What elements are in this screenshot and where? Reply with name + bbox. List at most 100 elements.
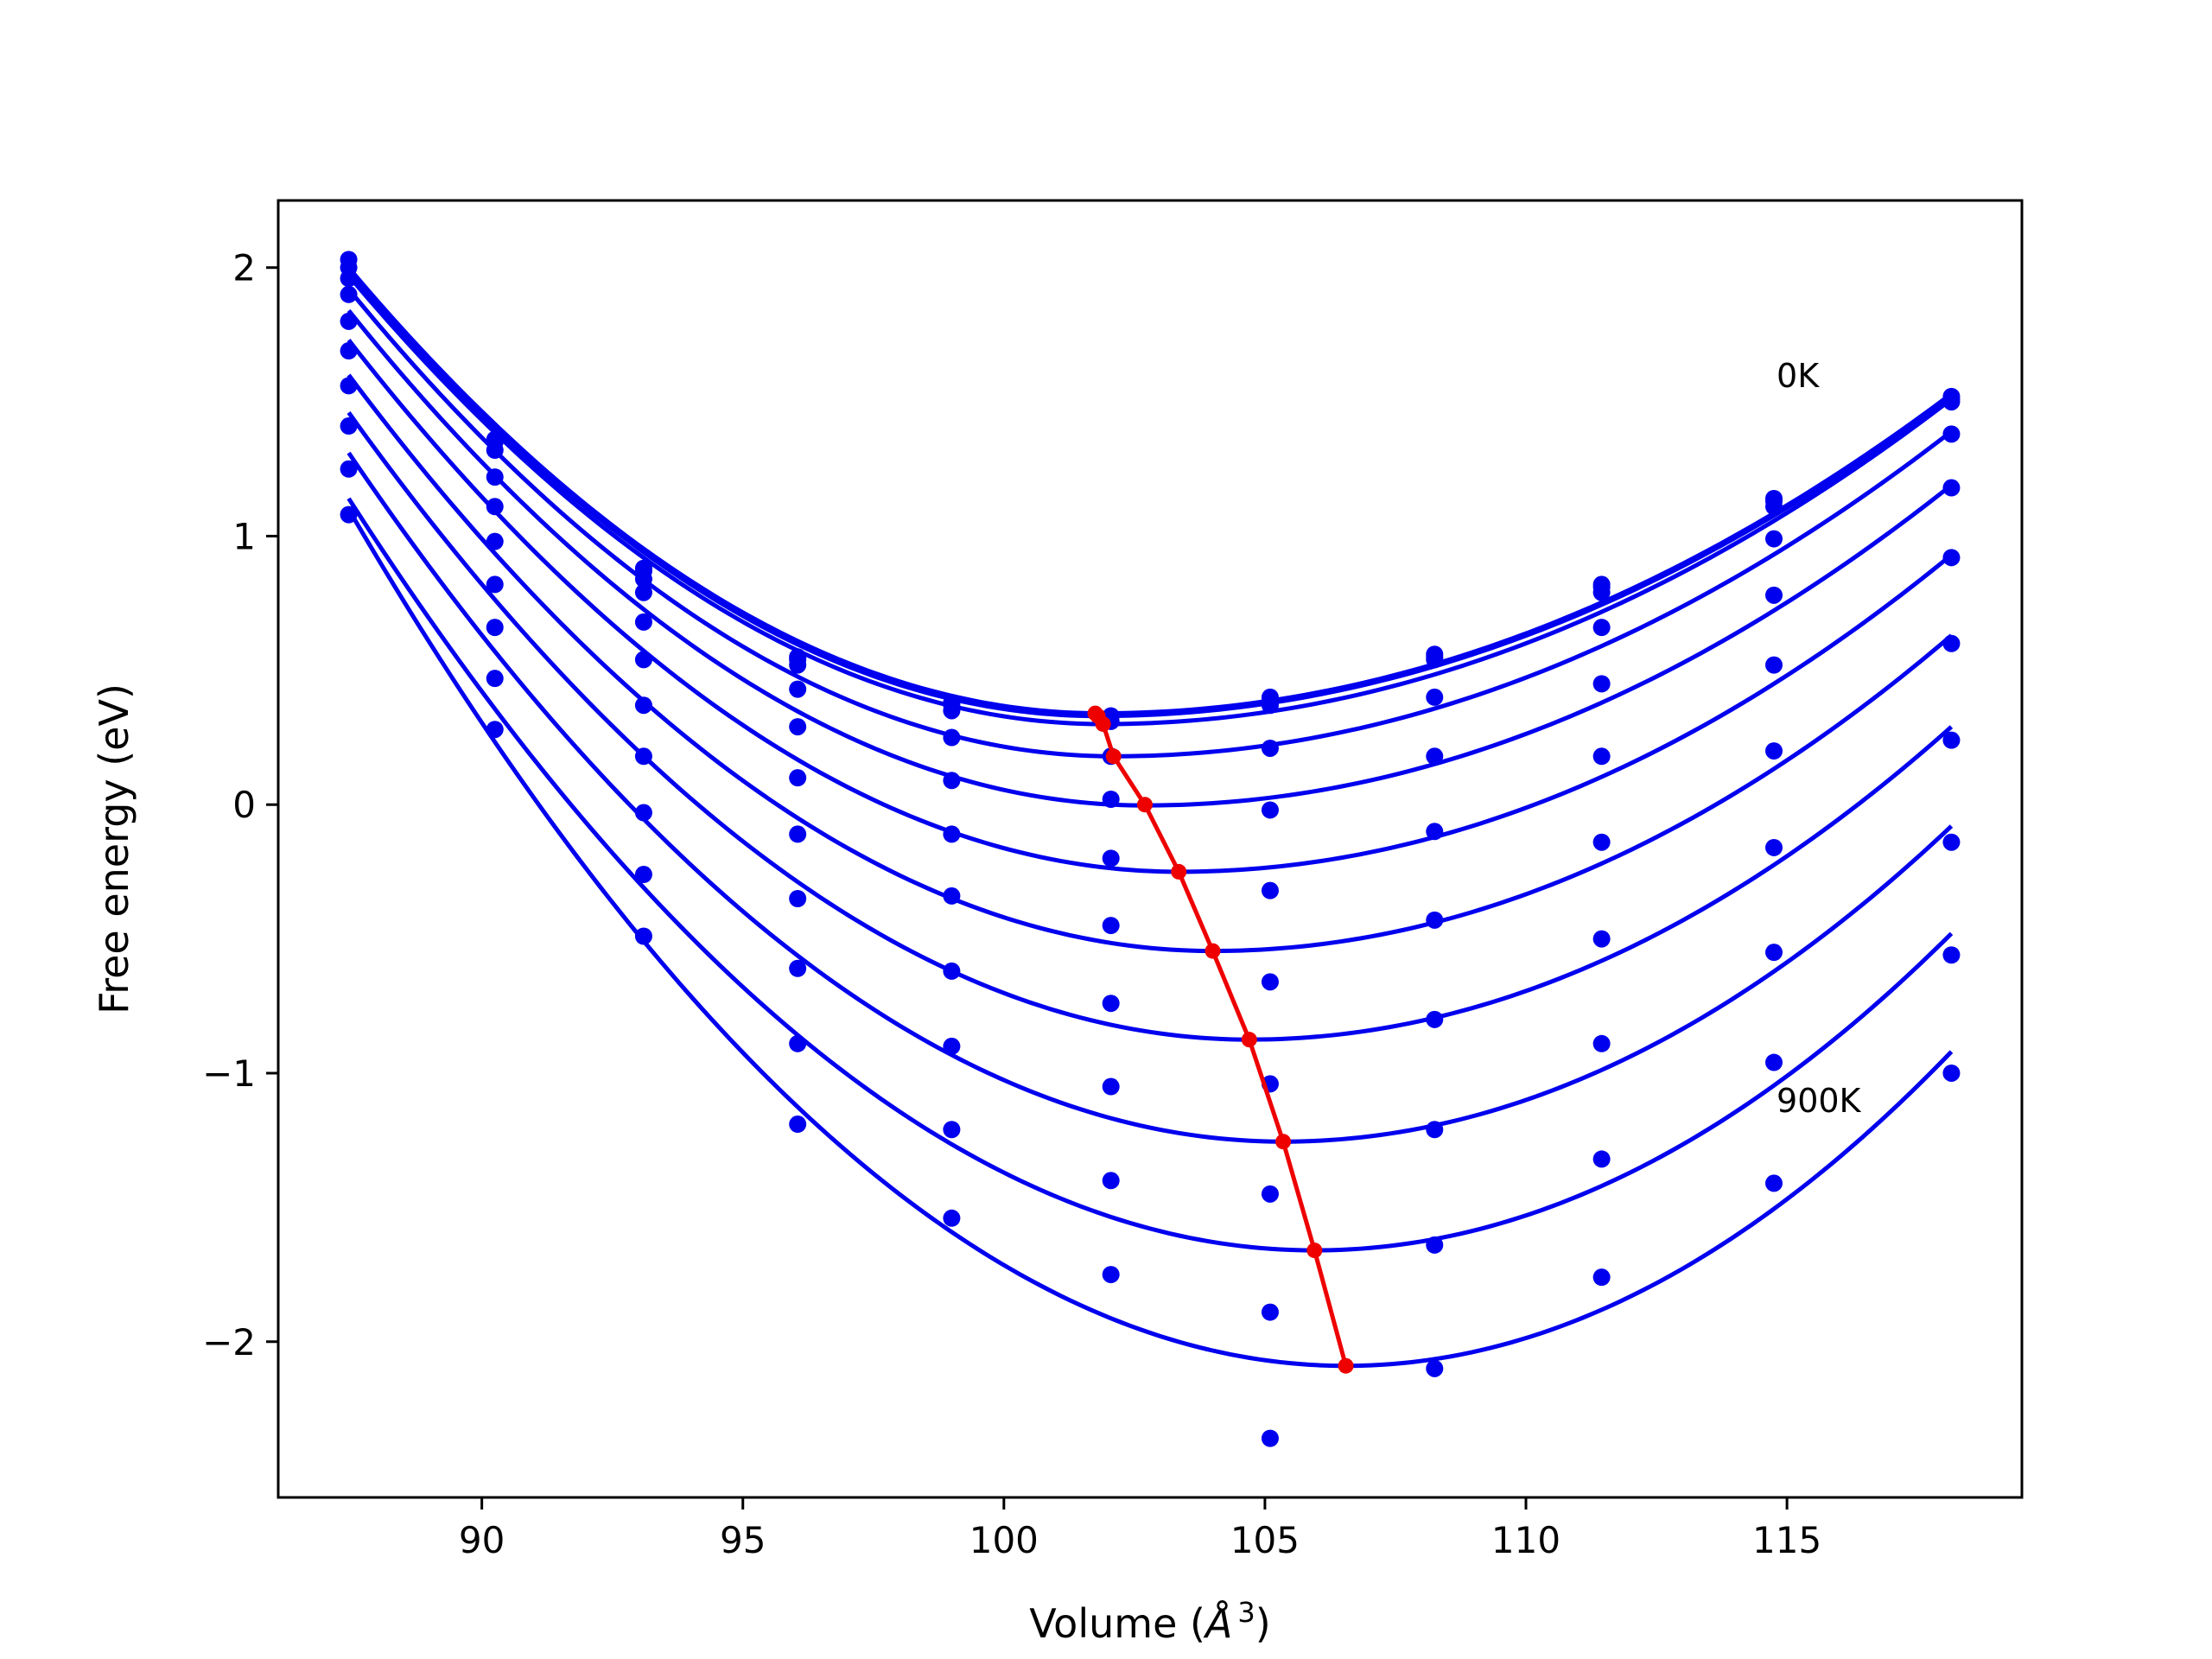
data-point-850k: [1592, 1150, 1611, 1168]
data-point-850k: [486, 721, 504, 739]
data-point-900k: [1261, 1429, 1279, 1447]
data-point-400k: [1102, 791, 1120, 809]
data-point-400k: [340, 312, 358, 330]
data-point-900k: [1765, 1174, 1783, 1192]
axes: 90 95 100 105 110 115 −2 −1 0 1 2: [202, 199, 2024, 1561]
data-point-300k: [1942, 425, 1961, 443]
data-point-850k: [943, 1121, 961, 1139]
annotations: 0K 900K: [1777, 357, 1862, 1120]
data-point-900k: [789, 1116, 807, 1134]
data-point-700k: [1592, 930, 1611, 948]
data-point-800k: [634, 804, 652, 822]
fit-curve-300k: [346, 287, 1953, 759]
data-point-850k: [1765, 1053, 1783, 1071]
data-point-700k: [789, 889, 807, 907]
data-point-600k: [1765, 742, 1783, 760]
y-tick-label: 2: [232, 247, 256, 289]
y-tick-label: −1: [202, 1052, 256, 1095]
x-axis-title-text: Volume (: [1029, 1600, 1205, 1647]
data-point-900k: [1426, 1359, 1444, 1377]
x-tick-label: 105: [1230, 1519, 1300, 1561]
data-point-600k: [1942, 634, 1961, 652]
data-point-400k: [1942, 479, 1961, 497]
equilibrium-point: [1095, 715, 1111, 732]
data-point-900k: [1592, 1268, 1611, 1287]
data-point-500k: [1261, 881, 1279, 899]
data-point-400k: [1261, 801, 1279, 819]
data-point-600k: [1592, 833, 1611, 851]
data-point-700k: [1102, 995, 1120, 1013]
equilibrium-point: [1241, 1032, 1257, 1048]
data-point-850k: [340, 505, 358, 524]
fit-curve-200k: [346, 274, 1953, 727]
equilibrium-point: [1136, 797, 1153, 813]
data-point-300k: [340, 285, 358, 303]
y-axis-title: Free energy (eV): [91, 683, 137, 1014]
data-point-400k: [943, 772, 961, 790]
data-point-500k: [789, 769, 807, 787]
data-point-500k: [486, 532, 504, 550]
equilibrium-point: [1205, 943, 1221, 959]
data-point-300k: [1592, 619, 1611, 637]
data-point-850k: [1942, 946, 1961, 964]
x-axis-title: Volume (Å 3): [1029, 1596, 1270, 1647]
data-point-700k: [943, 962, 961, 980]
x-axis-unit-exponent: 3: [1237, 1596, 1255, 1629]
data-point-700k: [634, 747, 652, 766]
fit-curve-700k: [346, 411, 1954, 1042]
data-point-850k: [1102, 1172, 1120, 1190]
data-point-500k: [1592, 747, 1611, 766]
data-point-200k: [943, 702, 961, 720]
data-point-800k: [943, 1037, 961, 1055]
data-point-600k: [943, 887, 961, 905]
data-point-800k: [1592, 1034, 1611, 1052]
equilibrium-point: [1338, 1357, 1354, 1374]
data-point-500k: [1765, 656, 1783, 674]
data-point-300k: [1261, 739, 1279, 757]
x-tick-label: 90: [459, 1519, 505, 1561]
y-tick-label: −2: [202, 1321, 256, 1363]
data-point-600k: [1261, 973, 1279, 991]
data-point-400k: [486, 498, 504, 516]
x-tick-label: 100: [969, 1519, 1039, 1561]
fit-curve-850k: [346, 497, 1954, 1253]
data-point-200k: [486, 442, 504, 460]
data-point-700k: [340, 417, 358, 435]
data-point-400k: [1765, 586, 1783, 604]
data-point-500k: [1426, 823, 1444, 841]
data-point-300k: [943, 728, 961, 747]
data-point-600k: [634, 696, 652, 715]
data-point-600k: [789, 825, 807, 843]
data-point-600k: [1102, 917, 1120, 935]
data-point-200k: [634, 570, 652, 588]
data-point-200k: [340, 270, 358, 288]
x-axis-title-close: ): [1255, 1600, 1271, 1647]
data-point-600k: [1426, 911, 1444, 929]
data-point-500k: [1942, 549, 1961, 567]
data-point-200k: [1261, 696, 1279, 715]
fit-curve-900k: [346, 508, 1954, 1369]
data-point-500k: [340, 342, 358, 360]
y-tick-label: 1: [232, 515, 256, 557]
fit-curve-600k: [346, 373, 1954, 954]
annotation-0k: 0K: [1777, 357, 1820, 395]
data-point-800k: [486, 670, 504, 688]
data-point-800k: [340, 460, 358, 478]
data-point-800k: [1102, 1077, 1120, 1096]
data-point-800k: [1942, 833, 1961, 851]
data-point-300k: [634, 583, 652, 601]
equilibrium-point: [1306, 1243, 1323, 1259]
equilibrium-point: [1105, 748, 1122, 765]
x-axis-unit: Å: [1203, 1600, 1232, 1647]
data-point-300k: [789, 680, 807, 698]
data-point-400k: [634, 613, 652, 631]
data-point-200k: [1942, 393, 1961, 411]
data-point-700k: [1426, 1010, 1444, 1028]
data-point-900k: [1102, 1266, 1120, 1284]
data-point-400k: [1426, 747, 1444, 766]
fit-curve-500k: [346, 339, 1954, 874]
fit-curve-100k: [346, 269, 1953, 719]
data-point-600k: [486, 575, 504, 594]
data-point-800k: [1765, 944, 1783, 962]
